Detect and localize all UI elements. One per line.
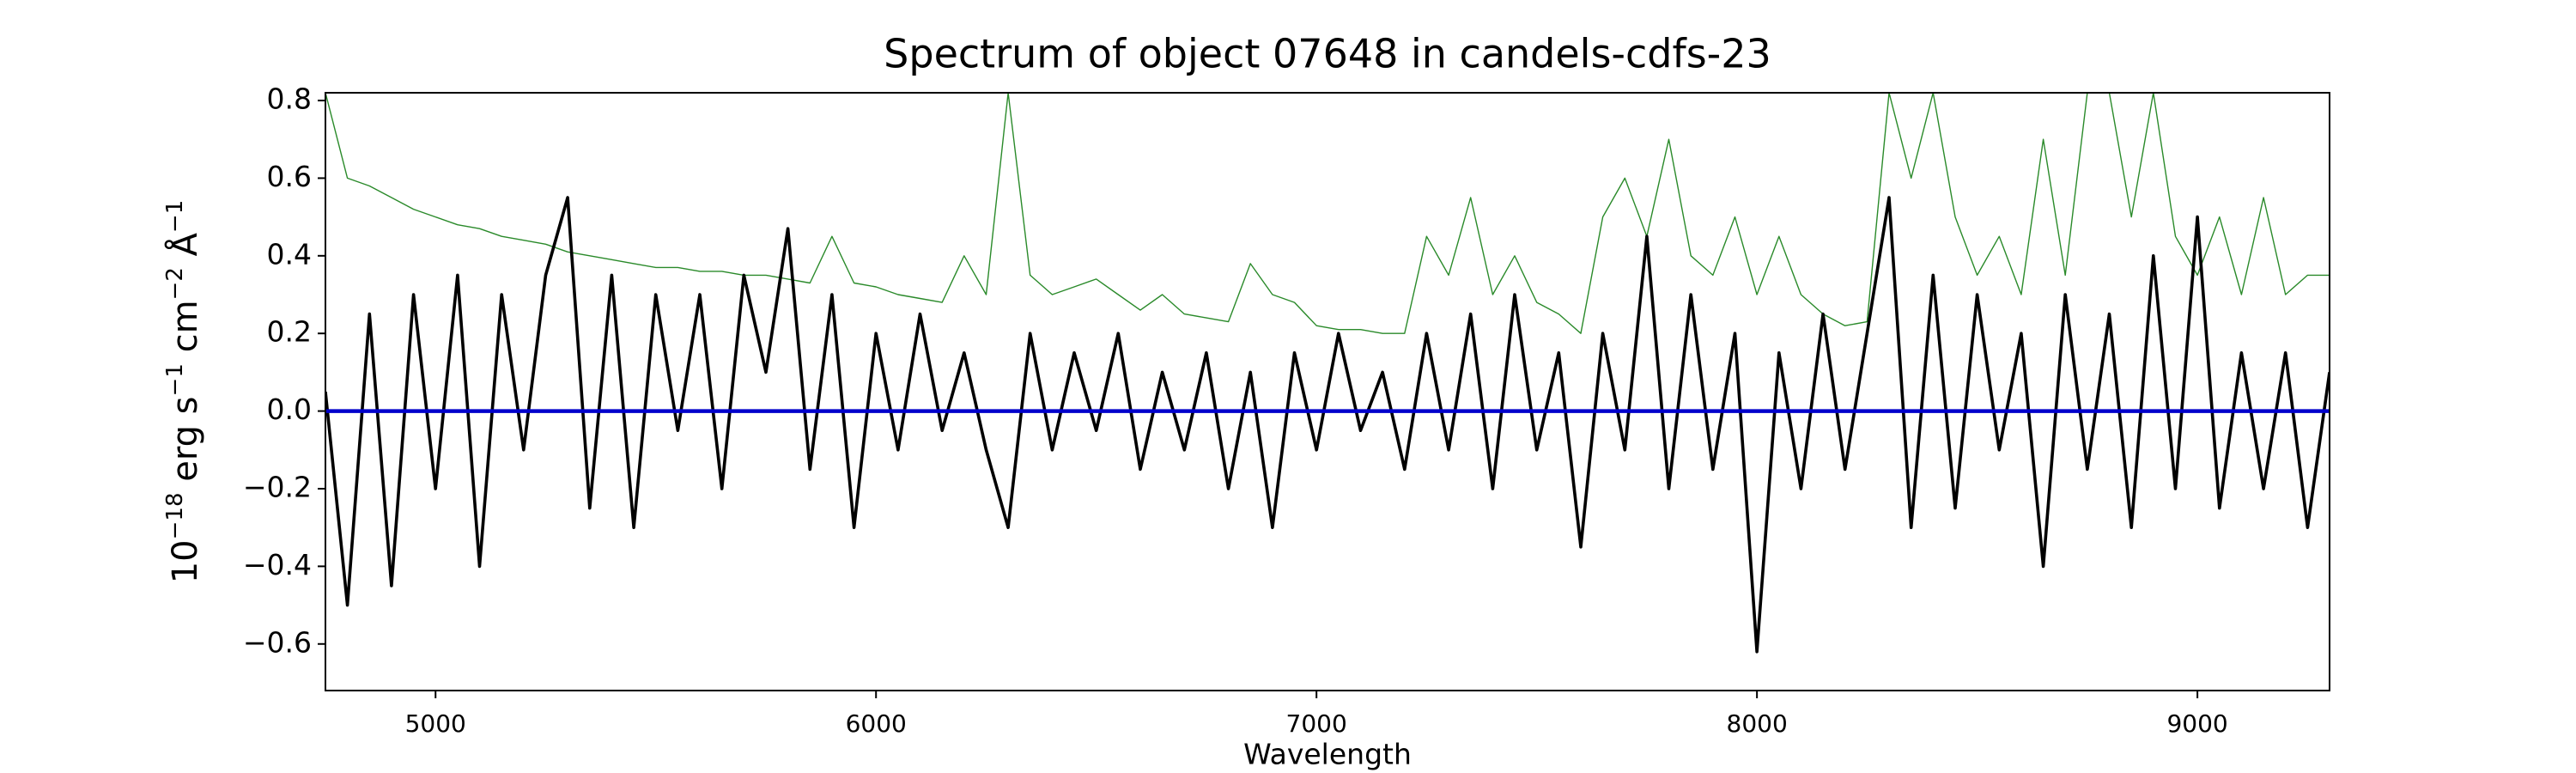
spectrum-line [325,93,2330,334]
y-tick-label: −0.6 [243,625,312,659]
y-label-part: erg s [166,396,205,492]
y-label-part: Å [164,232,205,267]
chart-title: Spectrum of object 07648 in candels-cdfs… [884,31,1771,77]
y-axis-label: 10−18 erg s−1 cm−2 Å−1 [162,200,206,584]
plot-area [325,93,2330,654]
y-label-part: −18 [162,492,188,539]
y-tick-label: −0.4 [243,548,312,581]
axes-frame [325,92,2330,691]
y-tick-label: 0.4 [267,237,312,271]
x-tick-label: 8000 [1727,709,1788,738]
y-tick-label: 0.0 [267,393,312,426]
y-tick-label: 0.6 [267,160,312,193]
spectrum-line [325,196,2330,654]
x-tick-label: 6000 [846,709,907,738]
y-label-part: −1 [162,200,188,233]
x-axis-label: Wavelength [1243,738,1412,771]
y-label-part: 10 [166,539,205,583]
x-tick-label: 7000 [1286,709,1347,738]
y-label-part: −2 [162,267,188,300]
y-tick-label: 0.2 [267,315,312,349]
y-label-part: cm [166,300,205,363]
y-tick-label: 0.8 [267,82,312,116]
y-tick-label: −0.2 [243,470,312,503]
x-tick-label: 9000 [2166,709,2227,738]
y-label-part: −1 [162,363,188,396]
x-tick-label: 5000 [405,709,466,738]
